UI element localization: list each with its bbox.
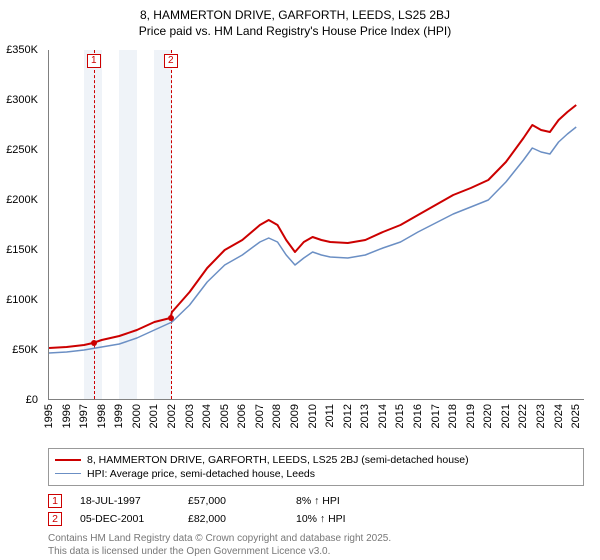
x-axis-label: 2015: [394, 404, 406, 428]
sale-date: 18-JUL-1997: [80, 495, 170, 507]
y-axis-label: £150K: [6, 244, 38, 256]
legend-swatch: [55, 459, 81, 461]
x-axis-label: 2002: [166, 404, 178, 428]
x-axis-label: 2019: [465, 404, 477, 428]
x-axis-label: 2007: [254, 404, 266, 428]
y-axis-label: £0: [26, 394, 38, 406]
legend-swatch: [55, 473, 81, 474]
x-axis-label: 1997: [78, 404, 90, 428]
legend-label: 8, HAMMERTON DRIVE, GARFORTH, LEEDS, LS2…: [87, 454, 469, 466]
sale-date: 05-DEC-2001: [80, 513, 170, 525]
x-axis-label: 2003: [184, 404, 196, 428]
x-axis-label: 2010: [307, 404, 319, 428]
x-axis-label: 2023: [535, 404, 547, 428]
x-axis-label: 2008: [271, 404, 283, 428]
sale-delta: 8% ↑ HPI: [296, 495, 386, 507]
sale-delta: 10% ↑ HPI: [296, 513, 386, 525]
series-hpi: [49, 127, 576, 353]
x-axis-label: 2006: [236, 404, 248, 428]
y-axis-label: £200K: [6, 194, 38, 206]
x-axis-label: 2011: [324, 404, 336, 428]
series-svg: [49, 50, 585, 400]
footnote-line: This data is licensed under the Open Gov…: [48, 545, 590, 558]
x-axis-label: 2022: [517, 404, 529, 428]
x-axis-label: 2016: [412, 404, 424, 428]
sale-price: £57,000: [188, 495, 278, 507]
x-axis-label: 1996: [61, 404, 73, 428]
sale-row: 2 05-DEC-2001 £82,000 10% ↑ HPI: [48, 510, 590, 528]
footnote-line: Contains HM Land Registry data © Crown c…: [48, 532, 590, 545]
legend-row: 8, HAMMERTON DRIVE, GARFORTH, LEEDS, LS2…: [55, 453, 577, 467]
sales-table: 1 18-JUL-1997 £57,000 8% ↑ HPI 2 05-DEC-…: [48, 492, 590, 528]
x-axis-label: 2005: [219, 404, 231, 428]
sale-price: £82,000: [188, 513, 278, 525]
chart-title-line2: Price paid vs. HM Land Registry's House …: [0, 24, 590, 38]
x-axis-label: 1999: [113, 404, 125, 428]
y-axis-label: £100K: [6, 294, 38, 306]
chart-title-line1: 8, HAMMERTON DRIVE, GARFORTH, LEEDS, LS2…: [0, 8, 590, 24]
y-axis-label: £350K: [6, 44, 38, 56]
x-axis-label: 2024: [553, 404, 565, 428]
x-axis-label: 2004: [201, 404, 213, 428]
y-axis-label: £250K: [6, 144, 38, 156]
x-axis-label: 2014: [377, 404, 389, 428]
plot-region: 12: [48, 50, 584, 400]
x-axis-label: 2001: [148, 404, 160, 428]
x-axis-label: 2021: [500, 404, 512, 428]
y-axis-label: £50K: [12, 344, 38, 356]
x-axis-label: 2020: [482, 404, 494, 428]
x-axis-label: 2018: [447, 404, 459, 428]
x-axis-label: 1995: [43, 404, 55, 428]
y-axis-label: £300K: [6, 94, 38, 106]
sale-marker: 1: [48, 494, 62, 508]
x-axis-label: 2025: [570, 404, 582, 428]
legend-label: HPI: Average price, semi-detached house,…: [87, 468, 315, 480]
series-property: [49, 105, 576, 348]
sale-point-dot: [168, 315, 174, 321]
chart-container: 8, HAMMERTON DRIVE, GARFORTH, LEEDS, LS2…: [0, 0, 600, 560]
footnote: Contains HM Land Registry data © Crown c…: [48, 532, 590, 558]
sale-row: 1 18-JUL-1997 £57,000 8% ↑ HPI: [48, 492, 590, 510]
x-axis-label: 1998: [96, 404, 108, 428]
sale-point-dot: [91, 340, 97, 346]
legend: 8, HAMMERTON DRIVE, GARFORTH, LEEDS, LS2…: [48, 448, 584, 486]
x-axis-label: 2009: [289, 404, 301, 428]
legend-row: HPI: Average price, semi-detached house,…: [55, 467, 577, 481]
legend-box: 8, HAMMERTON DRIVE, GARFORTH, LEEDS, LS2…: [48, 448, 584, 486]
chart-area: 12 £0 £50K £100K £150K £200K £250K £300K £350K 1…: [0, 42, 590, 442]
x-axis-label: 2017: [430, 404, 442, 428]
x-axis-label: 2013: [359, 404, 371, 428]
sale-marker: 2: [48, 512, 62, 526]
x-axis-label: 2000: [131, 404, 143, 428]
x-axis-label: 2012: [342, 404, 354, 428]
